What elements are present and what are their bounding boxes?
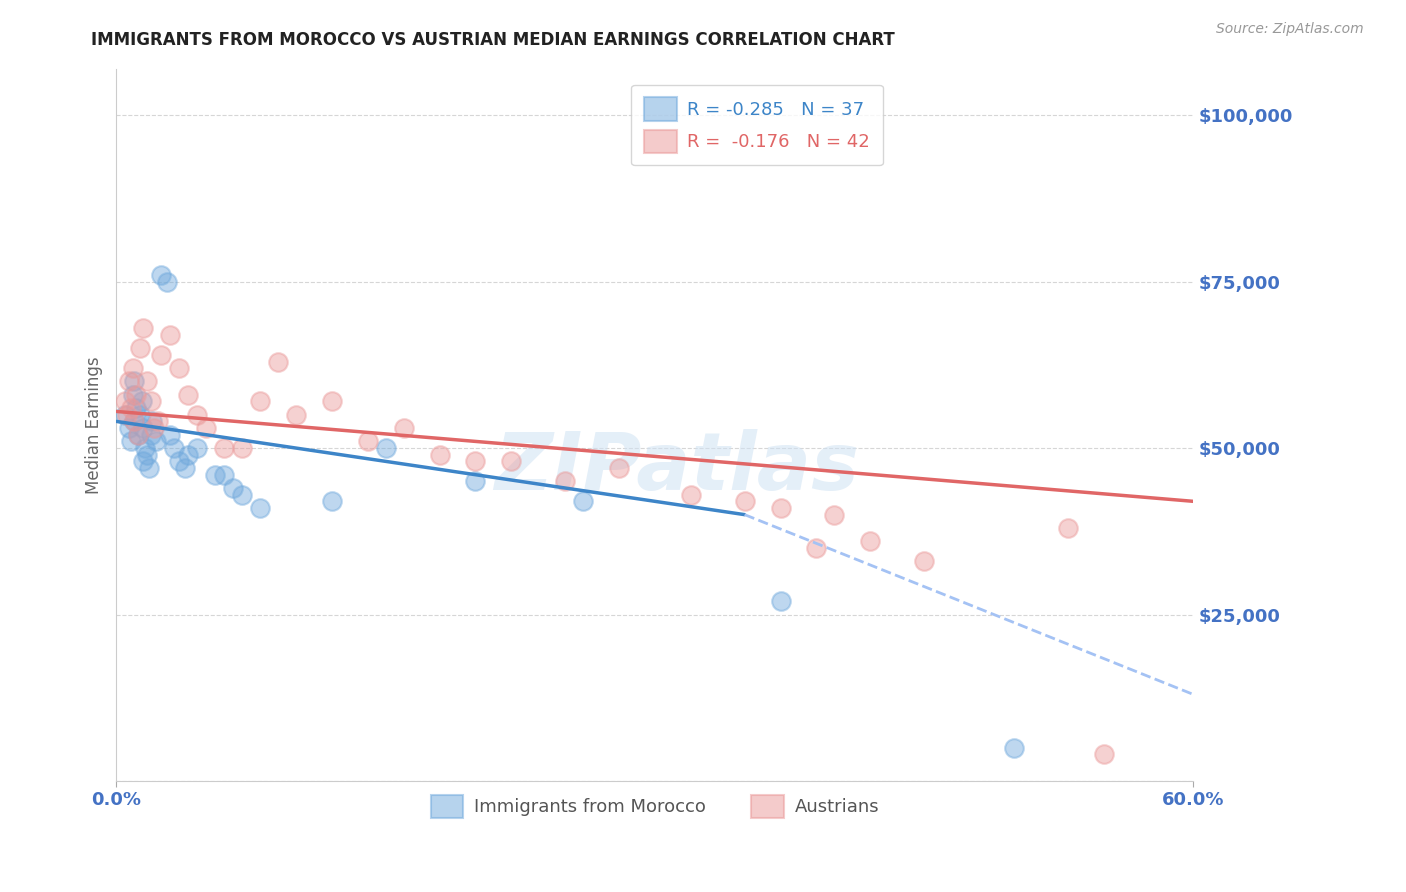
Text: IMMIGRANTS FROM MOROCCO VS AUSTRIAN MEDIAN EARNINGS CORRELATION CHART: IMMIGRANTS FROM MOROCCO VS AUSTRIAN MEDI…	[91, 31, 896, 49]
Point	[859, 534, 882, 549]
Point	[177, 388, 200, 402]
Point	[1056, 521, 1078, 535]
Y-axis label: Median Earnings: Median Earnings	[86, 356, 103, 493]
Point	[806, 541, 828, 555]
Legend: Immigrants from Morocco, Austrians: Immigrants from Morocco, Austrians	[423, 788, 886, 825]
Point	[285, 408, 308, 422]
Point	[132, 421, 155, 435]
Point	[134, 441, 156, 455]
Point	[114, 408, 136, 422]
Point	[374, 441, 396, 455]
Point	[1002, 740, 1025, 755]
Point	[125, 401, 148, 416]
Point	[823, 508, 845, 522]
Point	[143, 421, 166, 435]
Point	[132, 454, 155, 468]
Point	[429, 448, 451, 462]
Point	[249, 500, 271, 515]
Point	[131, 394, 153, 409]
Point	[501, 454, 523, 468]
Point	[127, 427, 149, 442]
Point	[177, 448, 200, 462]
Point	[392, 421, 415, 435]
Point	[464, 454, 486, 468]
Point	[249, 394, 271, 409]
Point	[132, 321, 155, 335]
Point	[118, 375, 141, 389]
Point	[195, 421, 218, 435]
Point	[150, 348, 173, 362]
Text: Source: ZipAtlas.com: Source: ZipAtlas.com	[1216, 22, 1364, 37]
Point	[679, 488, 702, 502]
Point	[159, 427, 181, 442]
Text: ZIPatlas: ZIPatlas	[494, 428, 859, 507]
Point	[138, 461, 160, 475]
Point	[146, 414, 169, 428]
Point	[163, 441, 186, 455]
Point	[734, 494, 756, 508]
Point	[139, 427, 162, 442]
Point	[169, 454, 191, 468]
Point	[231, 441, 253, 455]
Point	[912, 554, 935, 568]
Point	[139, 394, 162, 409]
Point	[173, 461, 195, 475]
Point	[204, 467, 226, 482]
Point	[118, 421, 141, 435]
Point	[607, 461, 630, 475]
Point	[145, 434, 167, 449]
Point	[121, 388, 143, 402]
Point	[159, 327, 181, 342]
Point	[321, 394, 343, 409]
Point	[769, 500, 792, 515]
Point	[127, 427, 149, 442]
Point	[124, 414, 146, 428]
Point	[231, 488, 253, 502]
Point	[114, 394, 136, 409]
Point	[136, 375, 159, 389]
Point	[156, 275, 179, 289]
Point	[222, 481, 245, 495]
Point	[136, 448, 159, 462]
Point	[120, 401, 142, 416]
Point	[186, 441, 208, 455]
Point	[554, 475, 576, 489]
Point	[464, 475, 486, 489]
Point	[357, 434, 380, 449]
Point	[321, 494, 343, 508]
Point	[124, 414, 146, 428]
Point	[186, 408, 208, 422]
Point	[121, 361, 143, 376]
Point	[117, 408, 139, 422]
Point	[141, 414, 163, 428]
Point	[212, 467, 235, 482]
Point	[1092, 747, 1115, 762]
Point	[212, 441, 235, 455]
Point	[150, 268, 173, 282]
Point	[267, 354, 290, 368]
Point	[128, 408, 150, 422]
Point	[120, 434, 142, 449]
Point	[125, 388, 148, 402]
Point	[128, 341, 150, 355]
Point	[169, 361, 191, 376]
Point	[124, 375, 146, 389]
Point	[572, 494, 595, 508]
Point	[769, 594, 792, 608]
